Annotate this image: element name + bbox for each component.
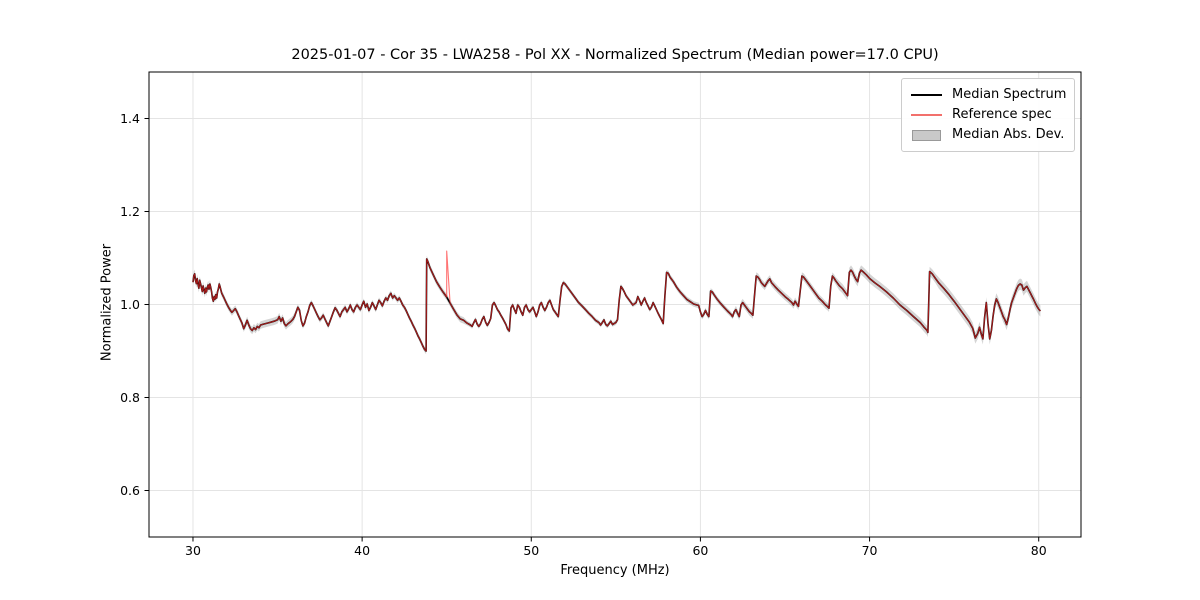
x-axis-label: Frequency (MHz) bbox=[560, 563, 670, 578]
legend-label-median-abs-dev: Median Abs. Dev. bbox=[952, 127, 1065, 142]
median-spectrum-line-icon bbox=[911, 94, 942, 96]
y-tick-label: 1.4 bbox=[120, 111, 140, 126]
x-tick-label: 50 bbox=[523, 543, 539, 558]
chart-title: 2025-01-07 - Cor 35 - LWA258 - Pol XX - … bbox=[291, 47, 939, 63]
x-tick-label: 80 bbox=[1031, 543, 1047, 558]
reference-spec-line-icon bbox=[911, 114, 942, 116]
y-tick-label: 0.8 bbox=[120, 390, 140, 405]
y-axis-label: Normalized Power bbox=[99, 243, 115, 362]
legend-entry-reference-spec: Reference spec bbox=[911, 105, 1065, 125]
x-tick-label: 40 bbox=[354, 543, 370, 558]
legend: Median Spectrum Reference spec Median Ab… bbox=[901, 78, 1075, 152]
legend-label-reference-spec: Reference spec bbox=[952, 107, 1052, 122]
legend-label-median-spectrum: Median Spectrum bbox=[952, 87, 1067, 102]
mad-band-patch-icon bbox=[911, 129, 942, 141]
x-tick-label: 60 bbox=[692, 543, 708, 558]
legend-entry-median-abs-dev: Median Abs. Dev. bbox=[911, 125, 1065, 145]
y-tick-label: 1.0 bbox=[120, 297, 140, 312]
reference-spec-line bbox=[192, 250, 1041, 352]
x-tick-label: 30 bbox=[185, 543, 201, 558]
x-tick-label: 70 bbox=[862, 543, 878, 558]
y-tick-label: 0.6 bbox=[120, 483, 140, 498]
y-tick-label: 1.2 bbox=[120, 204, 140, 219]
legend-entry-median-spectrum: Median Spectrum bbox=[911, 85, 1067, 105]
